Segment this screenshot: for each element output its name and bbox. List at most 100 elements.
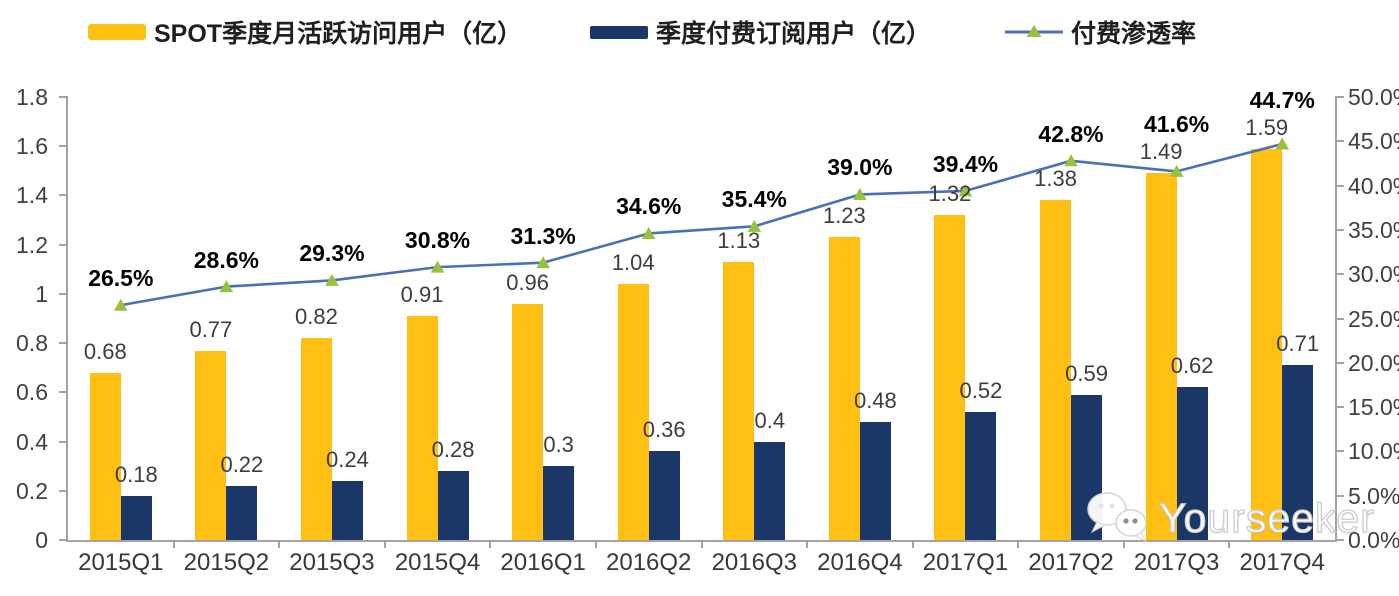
x-axis-tick [806, 540, 809, 548]
penetration-marker [325, 273, 339, 286]
penetration-marker [1275, 137, 1290, 150]
right-axis-tick-label: 40.0% [1348, 172, 1399, 199]
mau-legend-label: SPOT季度月活跃访问用户（亿） [154, 20, 523, 48]
subs-legend-label: 季度付费订阅用户（亿） [656, 20, 932, 48]
right-axis-tick-label: 35.0% [1348, 216, 1399, 243]
subs-value-label: 0.36 [642, 417, 686, 443]
mau-bar [300, 338, 332, 540]
mau-value-label: 0.96 [506, 269, 550, 295]
mau-bar [1040, 200, 1072, 540]
y-axis-left-tick [59, 440, 68, 443]
legend-item-subs: 季度付费订阅用户（亿） [590, 14, 931, 50]
subs-value-label: 0.71 [1276, 331, 1320, 357]
subs-value-label: 0.28 [431, 437, 475, 463]
x-axis-tick [1228, 540, 1231, 548]
mau-bar [89, 372, 121, 540]
x-axis-label: 2015Q1 [78, 549, 164, 576]
x-axis-tick [172, 540, 175, 548]
penetration-label: 41.6% [1144, 111, 1210, 138]
x-axis-label: 2016Q4 [817, 549, 903, 576]
y-axis-left-line [66, 97, 68, 542]
mau-bar [723, 261, 755, 540]
mau-value-label: 1.49 [1139, 139, 1183, 165]
mau-bar [406, 316, 438, 540]
penetration-marker [958, 184, 973, 197]
left-axis-tick-label: 1.4 [16, 182, 48, 209]
y-axis-right-tick [1335, 140, 1344, 143]
mau-value-label: 1.04 [611, 250, 655, 276]
mau-legend-swatch-icon [88, 24, 146, 40]
x-axis-label: 2015Q2 [183, 549, 270, 576]
subs-bar [331, 480, 363, 540]
mau-value-label: 1.13 [717, 227, 761, 253]
mau-bar [1251, 148, 1283, 540]
y-axis-right-tick [1335, 273, 1344, 276]
subs-value-label: 0.59 [1065, 360, 1108, 386]
mau-bar [934, 215, 966, 540]
x-axis-label: 2015Q3 [289, 549, 375, 576]
subs-value-label: 0.22 [220, 451, 264, 477]
penetration-label: 26.5% [88, 265, 154, 292]
penetration-marker [1064, 154, 1078, 167]
legend-item-penetration: 付费渗透率 [1005, 14, 1196, 50]
y-axis-left-tick [59, 243, 68, 246]
penetration-legend-line-icon [1005, 25, 1063, 37]
subs-bar [437, 471, 469, 540]
x-axis-tick [278, 540, 281, 548]
penetration-label: 39.4% [932, 150, 999, 177]
penetration-marker [747, 219, 762, 232]
right-axis-tick-label: 50.0% [1348, 84, 1399, 110]
y-axis-right-tick [1335, 96, 1344, 98]
right-axis-tick-label: 45.0% [1348, 128, 1399, 155]
mau-value-label: 1.38 [1034, 166, 1077, 192]
subs-bar [543, 466, 575, 540]
right-axis-tick-label: 30.0% [1348, 261, 1399, 288]
penetration-label: 34.6% [616, 193, 682, 220]
right-axis-tick-label: 0.0% [1348, 527, 1399, 553]
wechat-chat-bubbles-icon [1087, 492, 1148, 543]
left-axis-tick-label: 0.4 [16, 428, 48, 455]
watermark: Yourseeker [1083, 489, 1375, 547]
subs-value-label: 0.3 [543, 432, 574, 458]
left-axis-tick-label: 1 [35, 280, 48, 307]
subs-value-label: 0.52 [959, 378, 1003, 404]
mau-bar [512, 303, 544, 540]
subs-value-label: 0.24 [326, 446, 369, 472]
y-axis-left-tick [59, 194, 68, 197]
watermark-text: Yourseeker [1158, 494, 1375, 541]
y-axis-left-tick [59, 145, 68, 148]
subs-bar [120, 495, 152, 540]
y-axis-left-tick [59, 391, 68, 394]
penetration-label: 30.8% [404, 227, 471, 254]
mau-bar [195, 350, 227, 540]
subs-bar [226, 485, 258, 540]
y-axis-right-tick [1335, 317, 1344, 320]
y-axis-right-tick [1335, 361, 1344, 364]
right-axis-tick-label: 20.0% [1348, 349, 1399, 376]
subs-bar [648, 451, 680, 540]
right-axis-tick-label: 25.0% [1348, 305, 1399, 332]
left-axis-tick-label: 1.6 [16, 133, 48, 160]
x-axis-tick [489, 540, 492, 548]
left-axis-tick-label: 0.6 [16, 379, 48, 406]
penetration-label: 31.3% [510, 222, 576, 249]
plot-area: 1.8 1.6 1.4 1.2 1 0.8 0.6 0.4 0.2 0 50.0% 45.0% 40.0… [16, 84, 1399, 576]
mau-value-label: 1.59 [1245, 114, 1289, 140]
x-axis-tick [594, 540, 597, 548]
penetration-marker [113, 298, 128, 311]
penetration-marker [536, 256, 550, 269]
x-axis-tick [911, 540, 914, 548]
penetration-marker [641, 226, 656, 239]
y-axis-right-line [1335, 97, 1337, 542]
y-axis-left-tick [59, 539, 68, 541]
left-axis-tick-label: 0.8 [16, 330, 48, 357]
left-axis-tick-label: 0 [35, 527, 48, 553]
subs-bar [1282, 365, 1314, 540]
x-axis-label: 2017Q4 [1239, 549, 1325, 576]
x-axis-label: 2017Q1 [922, 549, 1009, 576]
y-axis-right-tick [1335, 539, 1344, 541]
penetration-label: 44.7% [1249, 86, 1315, 113]
y-axis-left-tick [59, 489, 68, 492]
mau-value-label: 1.23 [822, 203, 866, 229]
left-axis-tick-label: 1.8 [16, 84, 48, 110]
